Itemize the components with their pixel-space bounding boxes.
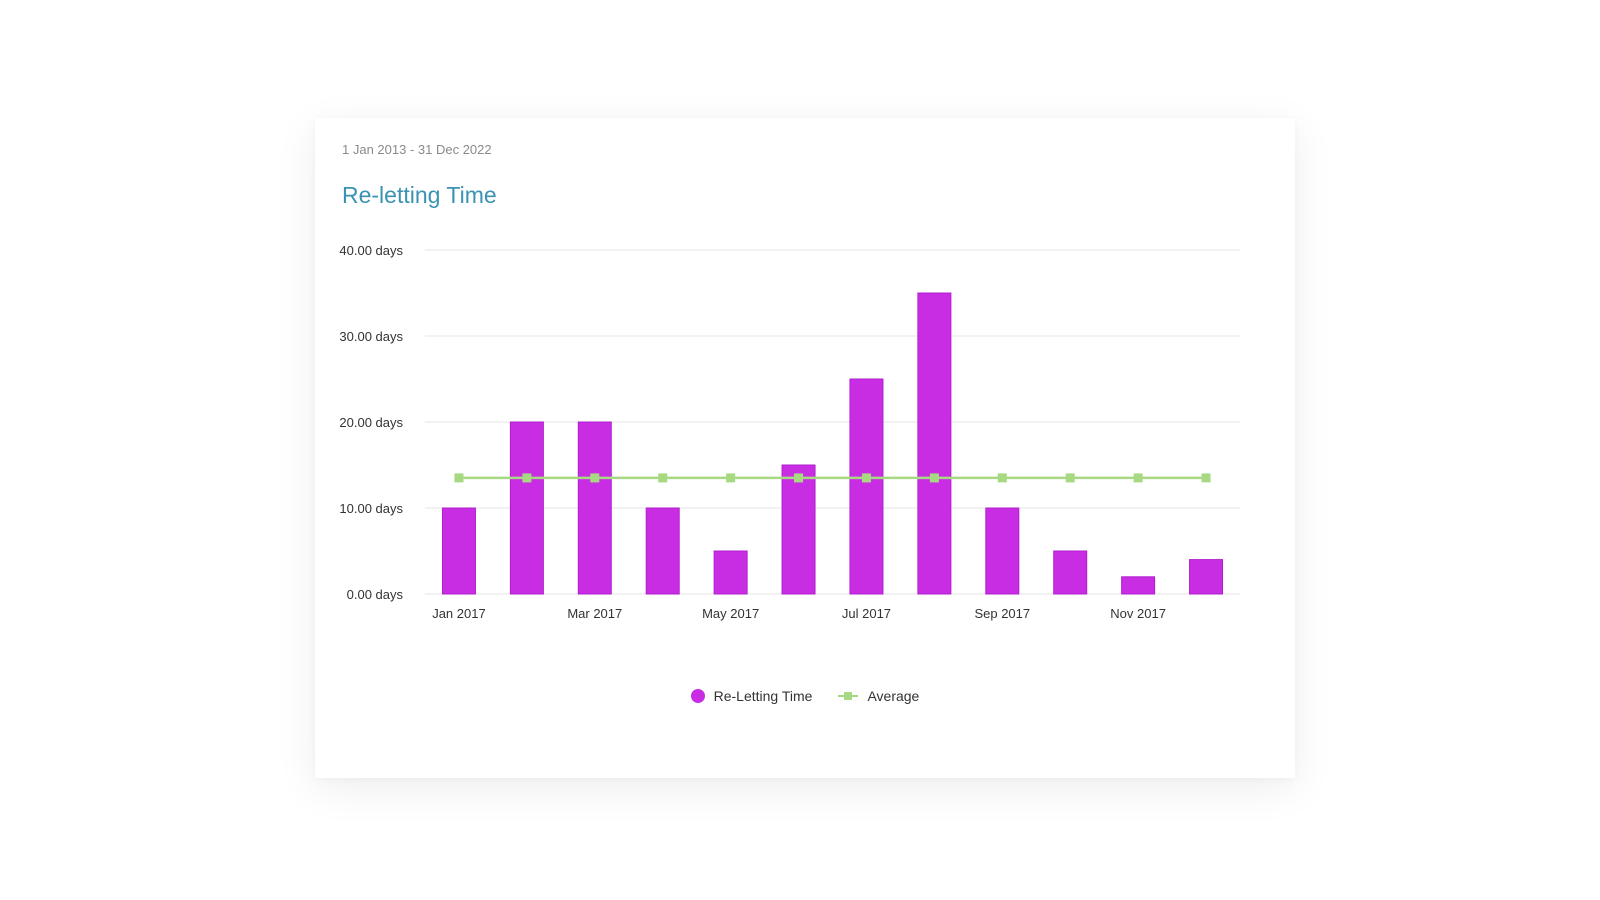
legend-line-icon	[838, 689, 859, 703]
bar[interactable]	[645, 507, 680, 595]
y-axis-labels: 0.00 days 10.00 days 20.00 days 30.00 days 4…	[339, 243, 403, 602]
average-marker[interactable]	[1065, 473, 1075, 483]
average-marker[interactable]	[454, 473, 464, 483]
x-tick-label: Mar 2017	[567, 606, 622, 621]
y-tick-label: 30.00 days	[339, 329, 403, 344]
average-series	[454, 473, 1211, 483]
average-marker[interactable]	[997, 473, 1007, 483]
date-range: 1 Jan 2013 - 31 Dec 2022	[342, 142, 492, 157]
x-axis-labels: Jan 2017 Mar 2017 May 2017 Jul 2017 Sep 2017…	[432, 606, 1166, 621]
average-marker[interactable]	[794, 473, 804, 483]
legend: Re-Letting Time Average	[315, 688, 1295, 704]
y-tick-label: 10.00 days	[339, 501, 403, 516]
average-marker[interactable]	[658, 473, 668, 483]
bar[interactable]	[577, 421, 612, 595]
bar[interactable]	[849, 378, 884, 595]
average-marker[interactable]	[522, 473, 532, 483]
y-tick-label: 0.00 days	[347, 587, 404, 602]
bar[interactable]	[917, 292, 952, 595]
bar[interactable]	[781, 464, 816, 595]
x-tick-label: May 2017	[702, 606, 759, 621]
average-marker[interactable]	[929, 473, 939, 483]
average-marker[interactable]	[1133, 473, 1143, 483]
legend-label-average: Average	[867, 688, 920, 704]
chart-card: 1 Jan 2013 - 31 Dec 2022 Re-letting Time…	[315, 118, 1295, 778]
bar[interactable]	[713, 550, 748, 595]
x-tick-label: Jan 2017	[432, 606, 486, 621]
average-marker[interactable]	[861, 473, 871, 483]
legend-dot-icon	[690, 689, 705, 703]
chart-title: Re-letting Time	[342, 182, 497, 208]
bar-series	[441, 292, 1224, 595]
legend-item-average[interactable]: Average	[838, 688, 919, 704]
bar[interactable]	[441, 507, 476, 595]
bar[interactable]	[1189, 559, 1224, 595]
chart-plot: 0.00 days 10.00 days 20.00 days 30.00 days 4…	[339, 243, 1240, 621]
y-tick-label: 40.00 days	[339, 243, 403, 258]
y-tick-label: 20.00 days	[339, 415, 403, 430]
bar[interactable]	[1121, 576, 1156, 595]
average-marker[interactable]	[1201, 473, 1211, 483]
bar[interactable]	[509, 421, 544, 595]
average-marker[interactable]	[590, 473, 600, 483]
x-tick-label: Jul 2017	[842, 606, 891, 621]
bar[interactable]	[1053, 550, 1088, 595]
legend-item-reletting[interactable]: Re-Letting Time	[690, 688, 813, 704]
x-tick-label: Nov 2017	[1110, 606, 1166, 621]
legend-label-reletting: Re-Letting Time	[713, 688, 813, 704]
average-marker[interactable]	[726, 473, 736, 483]
bar[interactable]	[985, 507, 1020, 595]
x-tick-label: Sep 2017	[974, 606, 1030, 621]
grid-lines	[425, 249, 1240, 595]
